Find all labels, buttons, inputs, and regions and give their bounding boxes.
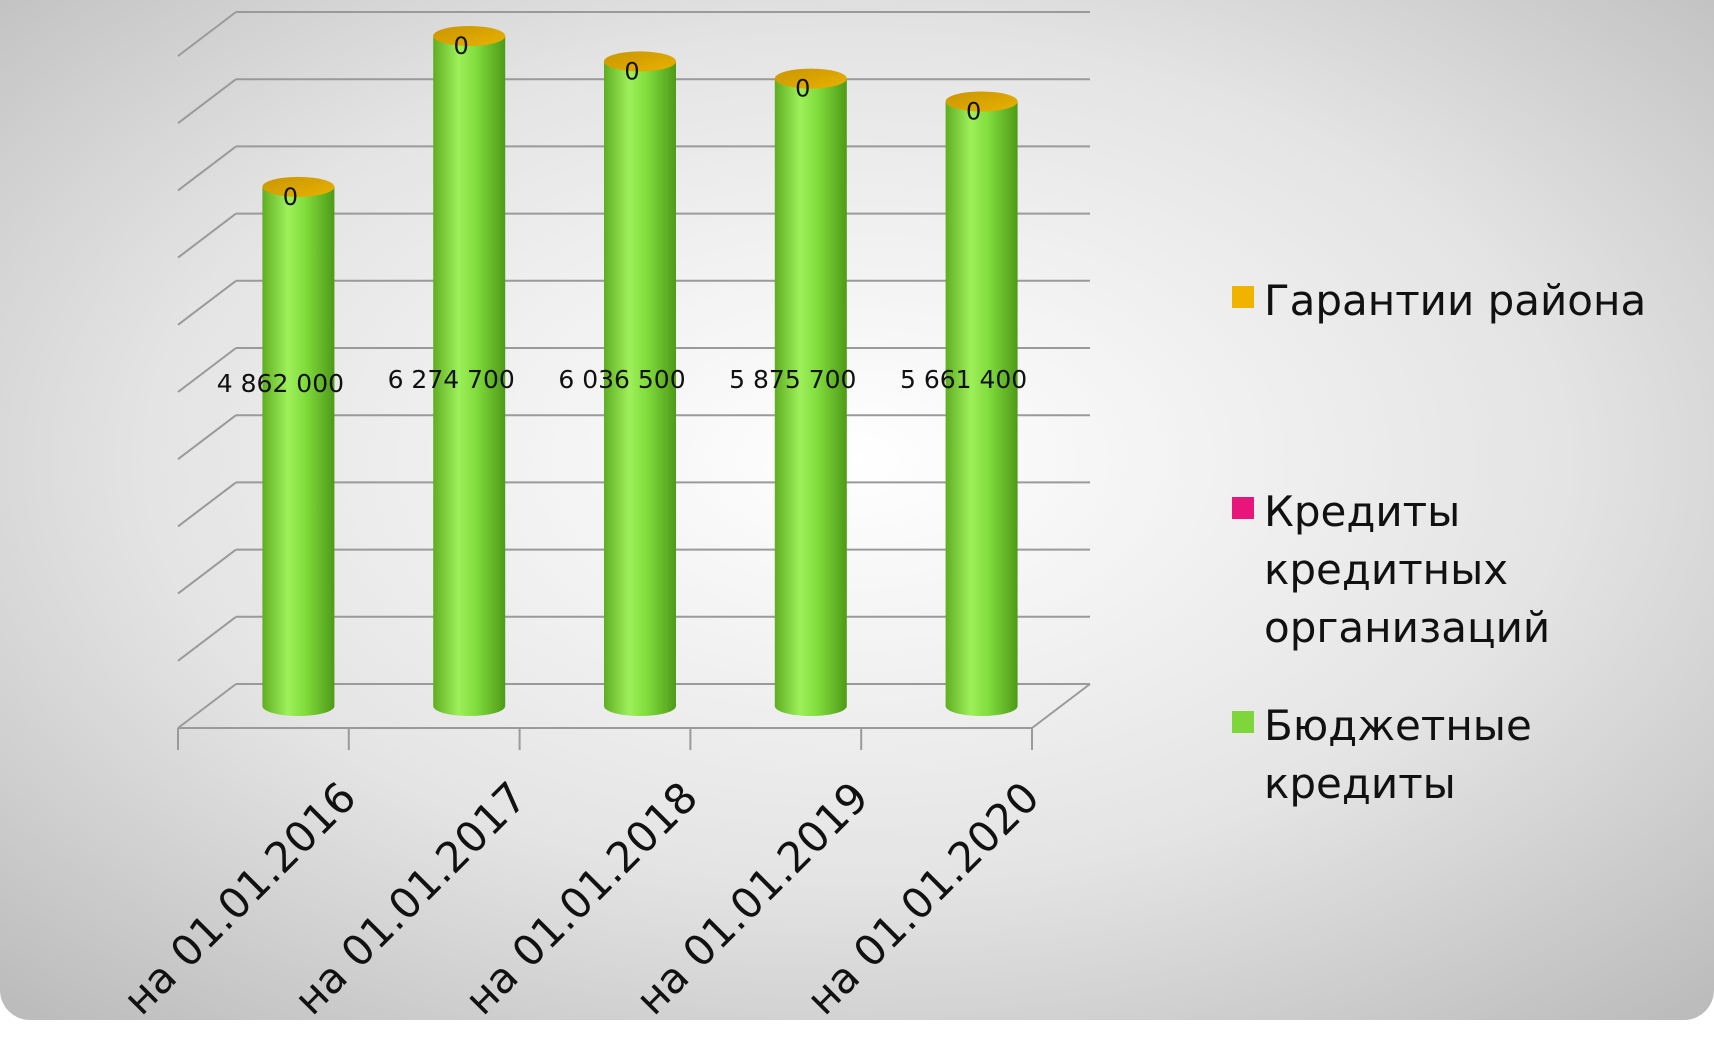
bar-budget-credits-2	[604, 61, 676, 717]
gridline-left-7	[177, 481, 237, 528]
data-label-budget-credits-0: 4 862 000	[217, 369, 344, 398]
data-label-guarantees-4: 0	[966, 97, 981, 125]
legend-label-guarantees: Гарантии района	[1264, 276, 1647, 325]
legend-swatch-bank-credits	[1232, 497, 1254, 519]
legend-item-bank-credits: Кредиты кредитных организаций	[1232, 483, 1684, 657]
gridline-left-10	[177, 683, 237, 729]
gridline-left-3	[177, 212, 237, 259]
bars	[262, 26, 1018, 717]
legend-item-guarantees: Гарантии района	[1232, 272, 1684, 330]
data-label-budget-credits-3: 5 875 700	[729, 365, 856, 394]
legend-swatch-budget-credits	[1232, 711, 1254, 733]
chart-panel: 0 4 862 000 0 6 274 700 0 6 036 500 0 5 875 700…	[0, 0, 1714, 1020]
bar-cap-guarantees-0	[262, 176, 335, 197]
data-label-guarantees-3: 0	[795, 75, 810, 103]
bar-budget-credits-0	[262, 186, 335, 716]
legend-item-budget-credits: Бюджетные кредиты	[1232, 697, 1684, 813]
data-label-guarantees-2: 0	[624, 57, 639, 85]
bar-cap-guarantees-4	[945, 91, 1018, 112]
gridline-left-1	[177, 78, 237, 124]
gridline-left-6	[177, 414, 237, 460]
bar-budget-credits-4	[945, 101, 1018, 717]
bar-cap-guarantees-2	[604, 51, 676, 72]
gridline-left-4	[177, 280, 237, 326]
legend-label-bank-credits: Кредиты кредитных организаций	[1264, 487, 1551, 652]
gridline-left-2	[177, 145, 237, 192]
gridline-left-9	[177, 616, 237, 662]
gridline-left-0	[177, 11, 237, 57]
data-label-guarantees-1: 0	[454, 32, 469, 60]
bar-budget-credits-1	[433, 36, 506, 716]
data-label-budget-credits-4: 5 661 400	[900, 365, 1027, 394]
bar-cap-guarantees-3	[774, 68, 847, 89]
category-axis	[177, 683, 1091, 750]
legend-swatch-guarantees	[1232, 286, 1254, 308]
bar-budget-credits-3	[774, 78, 847, 716]
legend-label-budget-credits: Бюджетные кредиты	[1264, 701, 1532, 808]
bar-cap-guarantees-1	[433, 26, 506, 46]
gridline-left-8	[177, 548, 237, 595]
gridline-left-5	[177, 347, 237, 393]
floor-right-edge	[1031, 683, 1091, 729]
data-label-budget-credits-2: 6 036 500	[558, 365, 685, 394]
data-label-budget-credits-1: 6 274 700	[388, 365, 515, 394]
data-labels: 0 4 862 000 0 6 274 700 0 6 036 500 0 5 875 700…	[217, 32, 1027, 398]
chart-canvas: 0 4 862 000 0 6 274 700 0 6 036 500 0 5 875 700…	[0, 0, 1714, 1020]
data-label-guarantees-0: 0	[283, 183, 298, 211]
